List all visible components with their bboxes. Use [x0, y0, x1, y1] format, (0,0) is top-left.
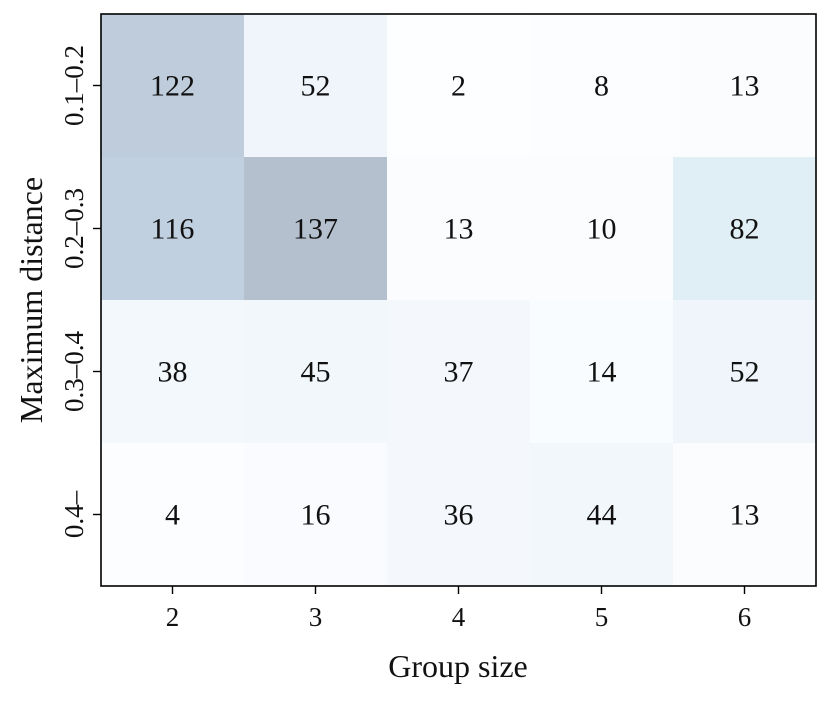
y-tick-label-2: 0.3–0.4 — [59, 331, 89, 413]
x-axis-label: Group size — [388, 648, 528, 684]
heatmap-cell-r2-c0 — [101, 300, 245, 444]
y-axis-label: Maximum distance — [13, 177, 49, 423]
heatmap-cell-label-r2-c3: 14 — [587, 356, 617, 389]
heatmap-cell-r3-c0 — [101, 443, 245, 587]
heatmap-cell-r3-c3 — [530, 443, 674, 587]
heatmap-cell-r2-c1 — [244, 300, 388, 444]
heatmap-cell-r0-c0 — [101, 14, 245, 158]
x-tick-label-0: 2 — [166, 602, 180, 632]
heatmap-cell-label-r2-c4: 52 — [730, 356, 760, 389]
heatmap-cell-label-r0-c0: 122 — [150, 70, 195, 103]
heatmap-cell-r1-c2 — [387, 157, 531, 301]
heatmap-cell-r1-c4 — [673, 157, 817, 301]
heatmap-cell-label-r0-c4: 13 — [730, 70, 760, 103]
heatmap-cells — [101, 14, 817, 587]
heatmap-cell-r0-c1 — [244, 14, 388, 158]
y-tick-label-3: 0.4– — [59, 490, 89, 538]
heatmap-cell-label-r1-c1: 137 — [293, 213, 338, 246]
x-axis-ticks: 2 3 4 5 6 — [166, 586, 752, 632]
heatmap-cell-label-r2-c2: 37 — [444, 356, 474, 389]
x-tick-label-4: 6 — [738, 602, 752, 632]
heatmap-cell-label-r1-c4: 82 — [730, 213, 760, 246]
heatmap-cell-label-r3-c1: 16 — [301, 499, 331, 532]
heatmap-cell-r0-c4 — [673, 14, 817, 158]
heatmap-cell-label-r1-c0: 116 — [151, 213, 195, 246]
heatmap-cell-r3-c2 — [387, 443, 531, 587]
heatmap-cell-r2-c4 — [673, 300, 817, 444]
heatmap-cell-r0-c2 — [387, 14, 531, 158]
heatmap-cell-label-r2-c1: 45 — [301, 356, 331, 389]
heatmap-cell-label-r0-c2: 2 — [451, 70, 466, 103]
x-tick-label-1: 3 — [309, 602, 323, 632]
heatmap-cell-label-r3-c0: 4 — [165, 499, 180, 532]
x-tick-label-3: 5 — [595, 602, 609, 632]
x-tick-label-2: 4 — [452, 602, 466, 632]
heatmap-cell-r2-c2 — [387, 300, 531, 444]
heatmap-cell-r0-c3 — [530, 14, 674, 158]
y-tick-label-0: 0.1–0.2 — [59, 45, 89, 126]
heatmap-cell-labels: 122 52 2 8 13 116 137 13 10 82 38 45 37 14 52 4 16 36 44 13 — [150, 70, 760, 532]
heatmap-cell-label-r3-c3: 44 — [587, 499, 617, 532]
heatmap-cell-r3-c4 — [673, 443, 817, 587]
heatmap-cell-label-r2-c0: 38 — [158, 356, 188, 389]
heatmap-cell-r1-c1 — [244, 157, 388, 301]
heatmap-cell-label-r3-c2: 36 — [444, 499, 474, 532]
heatmap-cell-label-r3-c4: 13 — [730, 499, 760, 532]
heatmap-cell-r1-c3 — [530, 157, 674, 301]
heatmap-cell-label-r0-c1: 52 — [301, 70, 331, 103]
heatmap-cell-label-r1-c3: 10 — [587, 213, 617, 246]
y-tick-label-1: 0.2–0.3 — [59, 188, 89, 269]
heatmap-cell-r3-c1 — [244, 443, 388, 587]
y-axis-ticks: 0.1–0.2 0.2–0.3 0.3–0.4 0.4– — [59, 45, 101, 538]
heatmap-cell-r2-c3 — [530, 300, 674, 444]
heatmap-cell-label-r0-c3: 8 — [594, 70, 609, 103]
heatmap-cell-label-r1-c2: 13 — [444, 213, 474, 246]
heatmap-cell-r1-c0 — [101, 157, 245, 301]
